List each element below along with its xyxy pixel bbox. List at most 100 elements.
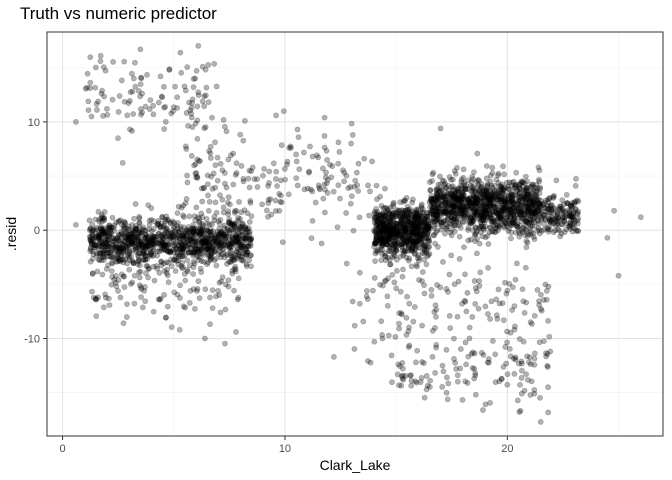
data-point	[343, 260, 350, 267]
data-point	[411, 229, 417, 236]
data-point	[349, 298, 356, 305]
data-point	[451, 355, 457, 362]
data-point	[235, 275, 242, 282]
data-point	[170, 257, 177, 264]
data-point	[463, 361, 469, 368]
data-point	[227, 259, 234, 265]
data-point	[180, 233, 187, 240]
data-point	[221, 232, 227, 239]
data-point	[216, 236, 223, 243]
data-point	[179, 249, 186, 256]
data-point	[505, 185, 512, 192]
data-point	[134, 234, 141, 241]
data-point	[205, 259, 211, 266]
data-point	[466, 335, 473, 342]
data-point	[246, 257, 252, 264]
data-point	[561, 218, 568, 225]
data-point	[237, 131, 244, 138]
data-point	[96, 257, 103, 264]
data-point	[209, 305, 216, 311]
data-point	[413, 379, 420, 386]
data-point	[150, 263, 157, 270]
data-point	[213, 262, 220, 269]
data-point	[96, 229, 102, 236]
data-point	[125, 234, 132, 241]
data-point	[181, 252, 188, 259]
data-point	[139, 90, 145, 97]
data-point	[150, 244, 157, 250]
data-point	[225, 194, 232, 200]
data-point	[238, 209, 245, 216]
data-point	[464, 213, 471, 220]
data-point	[95, 232, 102, 239]
data-point	[396, 325, 403, 332]
data-point	[187, 244, 194, 251]
data-point	[211, 248, 218, 255]
data-point	[132, 243, 139, 250]
data-point	[432, 240, 438, 247]
data-point	[97, 58, 104, 65]
data-point	[294, 182, 301, 189]
data-point	[138, 241, 145, 248]
data-point	[523, 244, 530, 251]
data-point	[191, 229, 197, 236]
data-point	[430, 169, 437, 176]
data-point	[138, 239, 144, 246]
data-point	[209, 239, 216, 246]
data-point	[567, 219, 574, 226]
data-point	[126, 254, 133, 261]
data-point	[195, 248, 202, 255]
data-point	[129, 247, 136, 254]
data-point	[167, 248, 174, 255]
data-point	[572, 182, 579, 189]
data-point	[508, 229, 515, 236]
data-point	[193, 238, 199, 245]
data-point	[162, 247, 169, 254]
data-point	[160, 242, 167, 249]
data-point	[196, 231, 203, 237]
data-point	[459, 206, 466, 212]
data-point	[382, 277, 389, 284]
data-point	[142, 234, 149, 241]
data-point	[86, 217, 93, 224]
data-point	[130, 75, 137, 82]
data-point	[113, 272, 119, 279]
data-point	[504, 381, 511, 388]
data-point	[219, 196, 226, 203]
data-point	[273, 112, 279, 119]
data-point	[511, 370, 518, 377]
data-point	[191, 305, 198, 312]
data-point	[209, 244, 216, 250]
data-point	[533, 189, 540, 195]
data-point	[146, 226, 152, 233]
data-point	[220, 233, 227, 239]
data-point	[483, 211, 490, 217]
data-point	[503, 198, 510, 205]
data-point	[136, 213, 143, 220]
data-point	[356, 300, 363, 307]
data-point	[217, 216, 224, 223]
data-point	[412, 359, 419, 366]
data-point	[489, 164, 496, 171]
data-point	[143, 232, 150, 239]
data-point	[107, 229, 114, 236]
data-point	[246, 167, 253, 174]
data-point	[208, 229, 215, 235]
data-point	[204, 237, 211, 244]
data-point	[372, 258, 378, 264]
data-point	[261, 165, 267, 172]
data-point	[226, 245, 233, 251]
data-point	[351, 346, 358, 352]
data-point	[89, 240, 96, 246]
data-point	[397, 220, 404, 227]
data-point	[445, 380, 452, 387]
data-point	[439, 383, 446, 390]
data-point	[194, 117, 201, 124]
data-point	[179, 253, 186, 260]
data-point	[154, 252, 161, 259]
data-point	[212, 139, 218, 146]
data-point	[234, 296, 241, 303]
data-point	[161, 230, 168, 237]
data-point	[212, 255, 219, 262]
data-point	[199, 220, 206, 227]
